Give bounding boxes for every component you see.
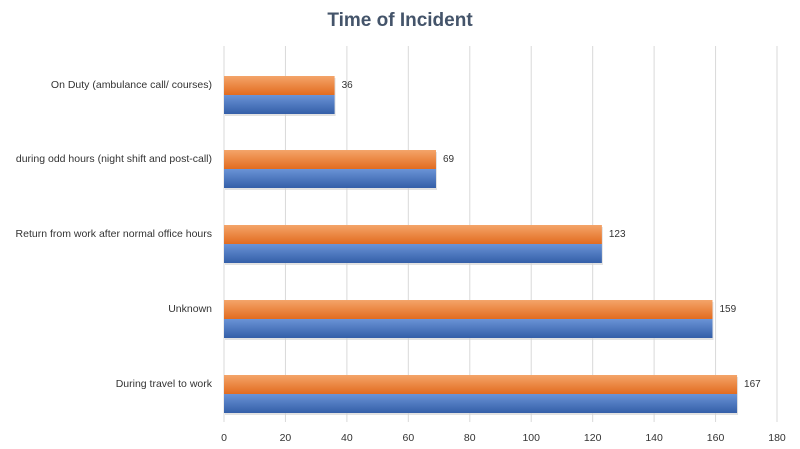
bar-upper xyxy=(224,375,738,394)
bar-lower xyxy=(224,394,738,413)
bar-upper xyxy=(224,76,335,95)
x-tick-label: 140 xyxy=(645,432,663,444)
x-tick-label: 20 xyxy=(280,432,292,444)
data-label: 69 xyxy=(443,154,455,165)
bar-lower xyxy=(224,95,335,114)
category-label: Return from work after normal office hou… xyxy=(16,228,212,240)
data-label: 159 xyxy=(719,304,736,315)
x-tick-label: 80 xyxy=(464,432,476,444)
category-label: On Duty (ambulance call/ courses) xyxy=(51,79,212,91)
data-label: 167 xyxy=(744,379,761,390)
category-label: Unknown xyxy=(168,303,212,315)
bar-lower xyxy=(224,244,602,263)
x-tick-label: 40 xyxy=(341,432,353,444)
x-tick-label: 0 xyxy=(221,432,227,444)
bar-upper xyxy=(224,225,602,244)
x-tick-label: 60 xyxy=(402,432,414,444)
category-label: during odd hours (night shift and post-c… xyxy=(16,153,212,165)
bar-lower xyxy=(224,319,713,338)
category-label: During travel to work xyxy=(116,378,213,390)
x-tick-label: 120 xyxy=(584,432,602,444)
x-tick-label: 180 xyxy=(768,432,786,444)
x-tick-label: 160 xyxy=(707,432,725,444)
chart-title: Time of Incident xyxy=(327,10,473,31)
data-label: 123 xyxy=(609,229,626,240)
data-label: 36 xyxy=(342,80,354,91)
x-tick-label: 100 xyxy=(522,432,540,444)
bar-upper xyxy=(224,300,713,319)
bar-upper xyxy=(224,150,436,169)
bar-lower xyxy=(224,169,436,188)
